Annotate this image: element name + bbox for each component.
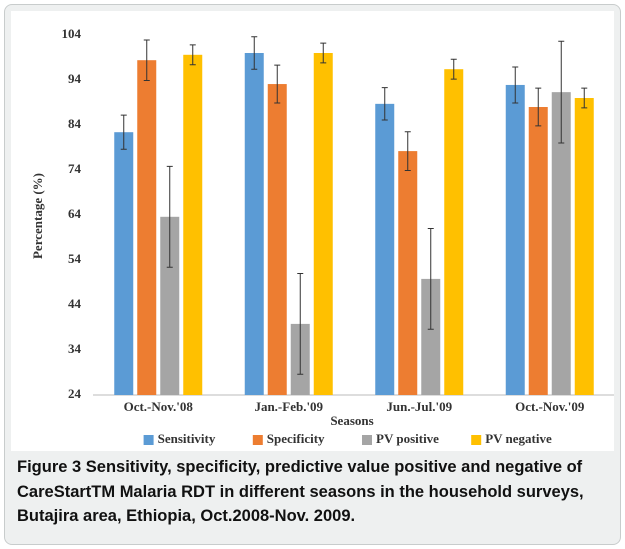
bar <box>528 107 548 395</box>
caption-label: Figure 3 <box>17 458 82 476</box>
error-bar <box>381 87 388 121</box>
y-tick-label: 24 <box>68 386 82 401</box>
error-bar <box>512 66 519 104</box>
y-tick-label: 84 <box>68 116 82 131</box>
error-bar <box>189 44 196 66</box>
error-bar <box>166 165 173 268</box>
chart: Percentage (%) Seasons 24 34 44 54 64 74 84 94 1… <box>11 11 614 451</box>
error-bar <box>143 39 150 81</box>
x-tick-label: Jun.-Jul.'09 <box>386 399 452 414</box>
error-bar <box>535 87 542 127</box>
caption: Figure 3 Sensitivity, specificity, predi… <box>17 455 613 529</box>
error-bar <box>450 58 457 80</box>
legend-label: Specificity <box>267 431 325 446</box>
x-tick-label: Jan.-Feb.'09 <box>254 399 323 414</box>
y-tick-label: 74 <box>68 161 82 176</box>
bar <box>398 151 418 395</box>
bar <box>574 98 594 395</box>
error-bar <box>558 40 565 144</box>
bar <box>114 132 134 395</box>
bar <box>375 103 395 395</box>
error-bar <box>427 228 434 330</box>
y-tick-label: 44 <box>68 296 82 311</box>
y-tick-label: 64 <box>68 206 82 221</box>
bar <box>244 53 264 395</box>
figure: Percentage (%) Seasons 24 34 44 54 64 74 84 94 1… <box>4 4 621 545</box>
error-bar <box>320 42 327 64</box>
bar <box>505 84 525 395</box>
bar <box>551 92 571 396</box>
error-bar <box>581 87 588 109</box>
bar <box>160 216 180 395</box>
legend-swatch <box>143 435 154 445</box>
legend-swatch <box>252 435 263 445</box>
y-axis-label: Percentage (%) <box>30 173 45 259</box>
bar <box>444 69 464 395</box>
legend-label: PV negative <box>485 431 552 446</box>
x-tick-label: Oct.-Nov.'09 <box>515 399 585 414</box>
error-bar <box>251 36 258 70</box>
error-bar <box>274 64 281 104</box>
x-axis-label: Seasons <box>330 413 373 428</box>
legend-label: PV positive <box>376 431 439 446</box>
error-bar <box>404 131 411 171</box>
legend-swatch <box>362 435 372 445</box>
y-tick-label: 34 <box>68 341 82 356</box>
bar <box>421 278 441 395</box>
bar <box>313 53 333 395</box>
y-tick-label: 104 <box>62 26 82 41</box>
legend-label: Sensitivity <box>158 431 216 446</box>
y-tick-label: 54 <box>68 251 82 266</box>
bar <box>183 54 203 396</box>
x-tick-label: Oct.-Nov.'08 <box>124 399 194 414</box>
y-tick-label: 94 <box>68 71 82 86</box>
error-bar <box>120 114 127 150</box>
caption-text: Sensitivity, specificity, predictive val… <box>17 458 584 525</box>
error-bar <box>297 273 304 375</box>
bar <box>137 60 157 395</box>
legend-swatch <box>471 435 482 445</box>
bar <box>267 84 287 396</box>
